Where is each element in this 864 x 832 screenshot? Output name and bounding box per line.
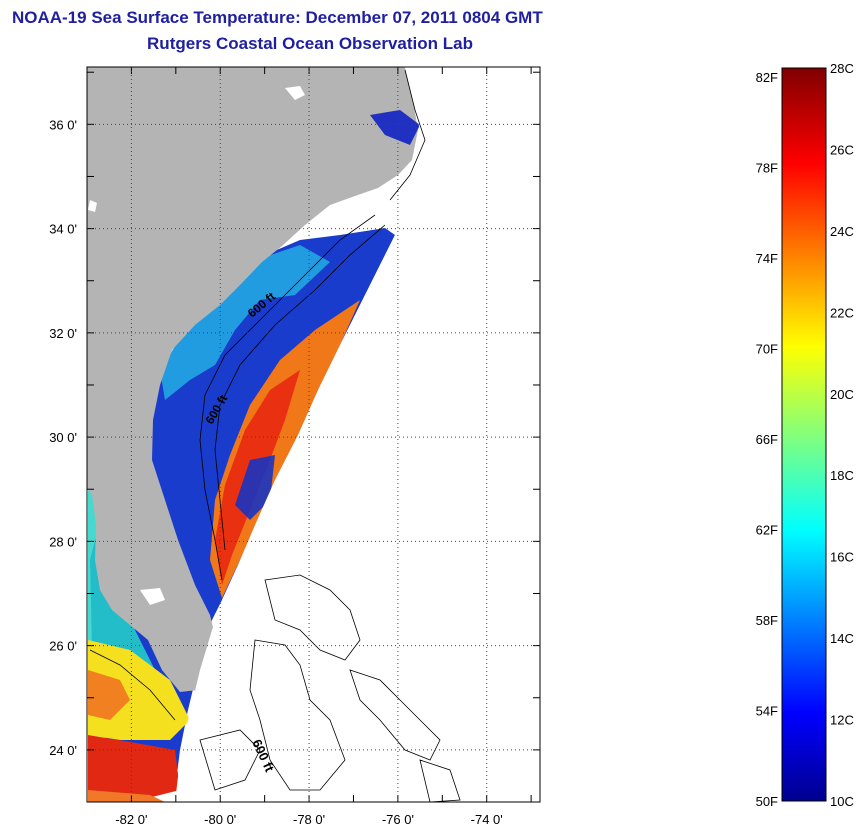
colorbar-fahrenheit-label: 54F [756,704,778,719]
lon-label: -80 0' [204,812,236,827]
sst-gulf-orange [88,670,130,720]
no-data-region [175,67,540,802]
colorbar-fahrenheit-labels: 82F 78F 74F 70F 66F 62F 58F 54F 50F [756,70,778,809]
sst-keys-red [88,735,180,800]
colorbar-celsius-label: 22C [830,305,854,320]
colorbar-fahrenheit-label: 62F [756,523,778,538]
bathymetry-contours [89,69,461,802]
colorbar-fahrenheit-label: 58F [756,613,778,628]
colorbar-fahrenheit-label: 78F [756,161,778,176]
colorbar [781,67,827,802]
water-sound [370,110,420,145]
map-grid: -82 0' -80 0' -78 0' -76 0' -74 0' 36 0' 34 0'… [49,67,540,827]
colorbar-celsius-label: 14C [830,631,854,646]
colorbar-celsius-labels: 28C 26C 24C 22C 20C 18C 16C 14C 12C 10C [830,61,854,809]
sst-gulf-stream-warm [210,300,360,598]
colorbar-celsius-label: 26C [830,142,854,157]
lake [88,200,97,212]
land-mainland [87,67,418,692]
colorbar-celsius-label: 24C [830,224,854,239]
lake [285,86,305,100]
map-content: 600 ft 600 ft 600 ft [87,67,540,802]
lon-label: -74 0' [471,812,503,827]
lat-label: 32 0' [49,326,77,341]
colorbar-celsius-label: 16C [830,550,854,565]
colorbar-celsius-label: 10C [830,794,854,809]
lat-label: 30 0' [49,430,77,445]
colorbar-fahrenheit-label: 74F [756,251,778,266]
lon-label: -78 0' [293,812,325,827]
colorbar-celsius-label: 20C [830,387,854,402]
sst-nearshore-cyan [160,245,330,400]
sst-bottom-orange [88,790,165,802]
lon-label: -76 0' [382,812,414,827]
lake [140,588,165,605]
lon-label: -82 0' [115,812,147,827]
colorbar-fahrenheit-label: 66F [756,432,778,447]
map-frame [86,66,541,803]
map-title: NOAA-19 Sea Surface Temperature: Decembe… [12,8,543,27]
colorbar-fahrenheit-label: 82F [756,70,778,85]
lat-label: 24 0' [49,743,77,758]
colorbar-celsius-label: 18C [830,468,854,483]
lat-label: 36 0' [49,117,77,132]
colorbar-celsius-label: 12C [830,713,854,728]
lat-label: 26 0' [49,639,77,654]
lat-label: 28 0' [49,534,77,549]
colorbar-celsius-label: 28C [830,61,854,76]
colorbar-fahrenheit-label: 70F [756,342,778,357]
lat-label: 34 0' [49,222,77,237]
map-subtitle: Rutgers Coastal Ocean Observation Lab [147,34,473,53]
colorbar-fahrenheit-label: 50F [756,794,778,809]
